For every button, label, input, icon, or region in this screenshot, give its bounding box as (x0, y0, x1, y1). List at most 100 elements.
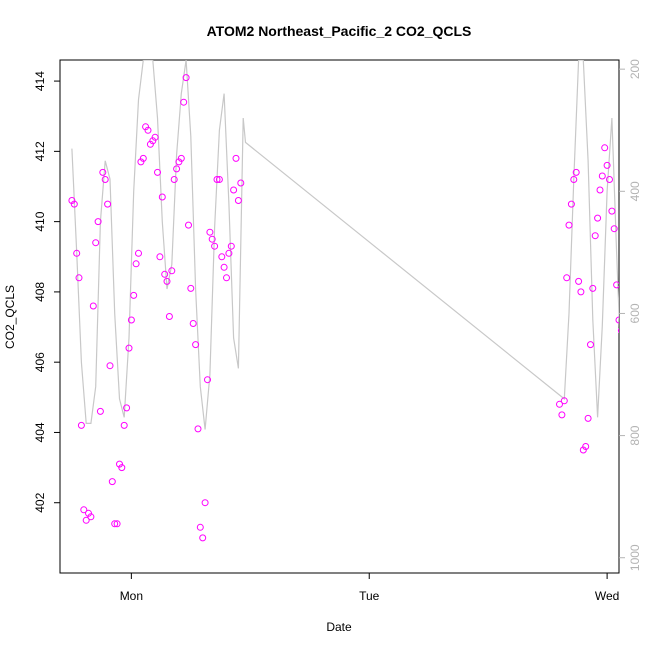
y2-tick-label: 400 (628, 181, 642, 201)
data-point (75, 274, 83, 282)
data-point (175, 158, 183, 166)
data-point (156, 253, 164, 261)
y-axis-label: CO2_QCLS (3, 285, 17, 349)
data-point (168, 267, 176, 275)
data-point (598, 172, 606, 180)
data-point (610, 225, 618, 233)
data-point (232, 154, 240, 162)
series-line (71, 60, 619, 430)
data-point (630, 271, 636, 277)
data-point (139, 154, 147, 162)
data-point (146, 140, 154, 148)
data-point (645, 212, 650, 218)
data-point (206, 228, 214, 236)
data-point (89, 302, 97, 310)
data-point (170, 176, 178, 183)
data-point (213, 176, 221, 183)
data-point (149, 137, 157, 145)
data-point (584, 414, 592, 422)
data-point (158, 193, 166, 201)
data-point (135, 249, 142, 257)
data-point (116, 460, 123, 468)
data-point (85, 509, 92, 517)
data-point (579, 446, 587, 454)
data-point (603, 161, 611, 169)
data-point (123, 404, 131, 412)
data-point (234, 197, 242, 204)
data-point (596, 186, 604, 194)
data-point (189, 320, 197, 327)
data-point (165, 313, 173, 320)
data-point (617, 328, 619, 334)
y2-tick-label: 800 (628, 425, 642, 445)
plot-frame (59, 59, 620, 574)
co2-points (68, 74, 650, 542)
data-point (163, 277, 171, 285)
data-point (621, 236, 627, 242)
data-point (565, 221, 573, 229)
data-point (185, 221, 192, 229)
data-point (218, 253, 226, 261)
data-point (80, 506, 88, 514)
data-point (635, 458, 641, 464)
y-tick-label: 402 (33, 492, 47, 512)
y2-tick-label: 1000 (628, 544, 642, 571)
data-point (570, 176, 578, 183)
data-point (575, 277, 583, 285)
data-point (94, 218, 102, 226)
data-point (558, 411, 566, 419)
data-point (111, 520, 119, 528)
data-point (613, 281, 619, 289)
data-point (577, 288, 585, 296)
data-point (101, 176, 109, 183)
data-point (594, 214, 602, 222)
x-tick-label: Tue (359, 589, 380, 603)
data-point (113, 520, 121, 528)
data-point (637, 496, 643, 502)
data-point (180, 98, 188, 106)
y-tick-label: 412 (33, 141, 47, 161)
data-point (204, 376, 211, 384)
data-point (161, 270, 169, 278)
data-point (572, 168, 580, 176)
right-axis-series-line (71, 60, 619, 430)
data-point (556, 400, 563, 408)
data-point (560, 397, 568, 405)
data-point (201, 499, 209, 507)
data-point (208, 235, 216, 243)
y-tick-label: 404 (33, 422, 47, 442)
data-point (182, 74, 190, 82)
data-point (582, 443, 590, 450)
y2-tick-label: 200 (628, 59, 642, 79)
data-point (227, 242, 235, 250)
data-point (177, 154, 185, 162)
data-point (591, 232, 599, 240)
data-point (144, 126, 152, 134)
data-point (215, 176, 223, 183)
data-point (73, 249, 81, 257)
y-tick-label: 410 (33, 211, 47, 231)
data-point (230, 186, 238, 194)
data-point (104, 200, 112, 208)
data-point (96, 407, 104, 415)
y-axis-left: 402 404 406 408 410 412 414 (33, 71, 60, 513)
data-point (151, 133, 159, 141)
y-axis-right: 200 400 600 800 1000 (619, 59, 642, 571)
data-point (120, 421, 128, 429)
data-point (628, 205, 634, 211)
data-point (125, 344, 133, 352)
y-tick-label: 408 (33, 282, 47, 302)
data-point (220, 263, 228, 271)
data-point (154, 168, 161, 176)
data-point (563, 274, 571, 282)
data-point (606, 176, 613, 183)
data-point (601, 144, 609, 152)
data-point (68, 197, 76, 204)
data-point (608, 207, 616, 215)
data-point (137, 158, 145, 166)
x-axis: Mon Tue Wed (120, 573, 619, 603)
data-point (142, 123, 150, 131)
data-point (199, 534, 207, 542)
data-point (196, 523, 204, 531)
